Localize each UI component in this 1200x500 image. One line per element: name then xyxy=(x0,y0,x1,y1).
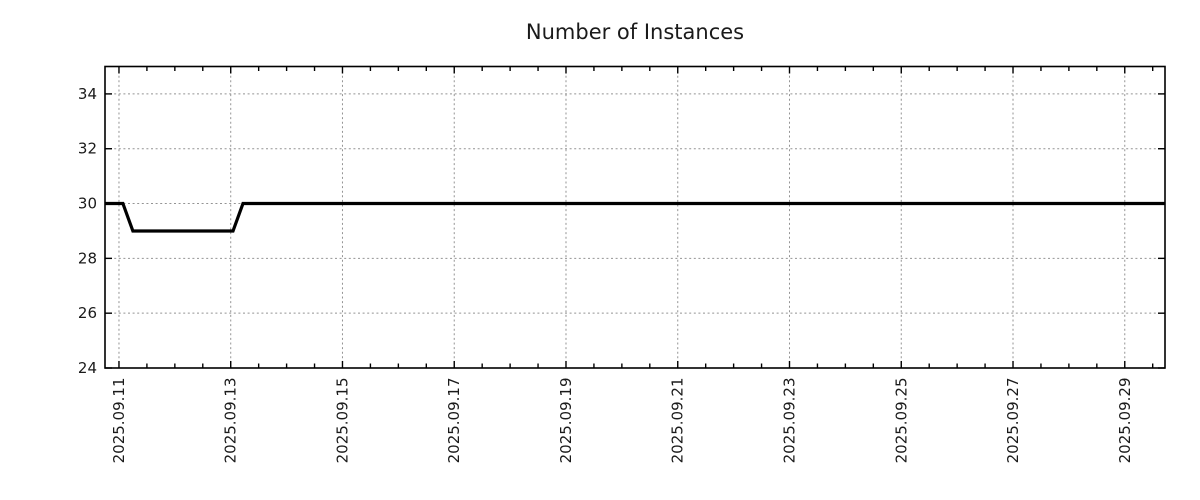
y-tick-label: 32 xyxy=(78,140,97,158)
x-tick-label: 2025.09.23 xyxy=(781,378,799,464)
y-tick-label: 28 xyxy=(78,249,97,267)
y-tick-label: 24 xyxy=(78,359,97,377)
y-tick-label: 26 xyxy=(78,304,97,322)
plot-area: 2025.09.11 2025.09.13 2025.09.15 2025.09.17… xyxy=(78,65,1166,464)
plot-border xyxy=(104,65,1166,369)
x-tick-label: 2025.09.17 xyxy=(445,378,463,464)
chart-title: Number of Instances xyxy=(526,20,744,44)
x-tick-label: 2025.09.25 xyxy=(892,378,910,464)
x-tick-label: 2025.09.11 xyxy=(110,378,128,464)
y-tick-label: 34 xyxy=(78,85,97,103)
x-tick-label: 2025.09.13 xyxy=(222,378,240,464)
x-tick-label: 2025.09.27 xyxy=(1004,378,1022,464)
x-tick-label: 2025.09.21 xyxy=(669,378,687,464)
x-tick-label: 2025.09.15 xyxy=(333,378,351,464)
x-tick-label: 2025.09.19 xyxy=(557,378,575,464)
x-tick-label: 2025.09.29 xyxy=(1116,378,1134,464)
y-tick-label: 30 xyxy=(78,195,97,213)
series-line-instances xyxy=(105,201,1165,233)
